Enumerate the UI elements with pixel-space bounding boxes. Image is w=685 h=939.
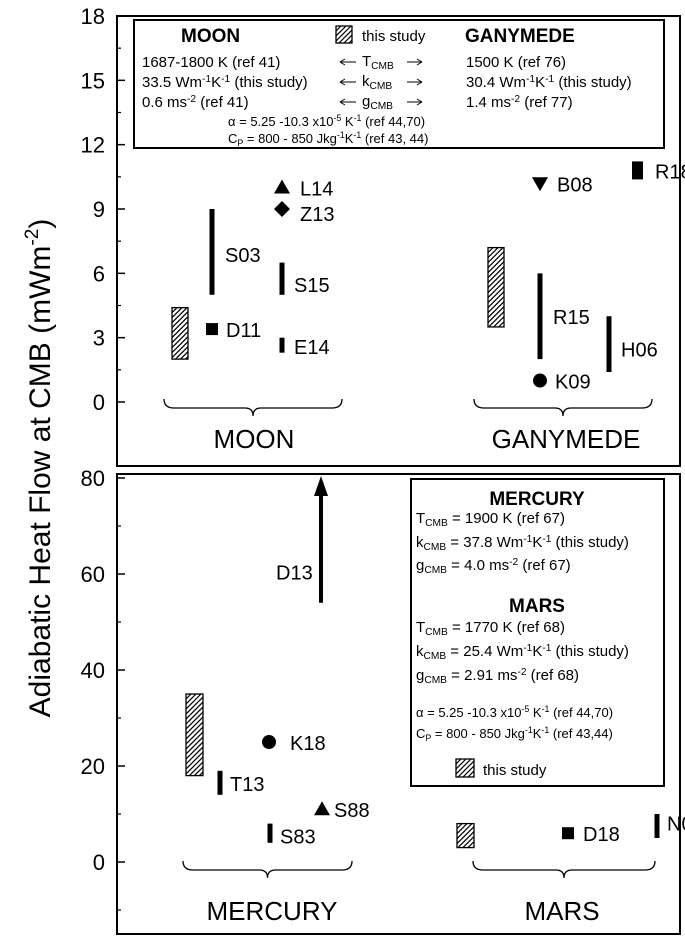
this-study-bar-moon bbox=[171, 306, 189, 360]
legend-arrow-left bbox=[339, 58, 356, 66]
point-k18 bbox=[262, 735, 276, 749]
legend-arrow-left bbox=[339, 78, 356, 86]
legend-cp-line: CP = 800 - 850 Jkg-1K-1 (ref 43, 44) bbox=[228, 130, 428, 148]
point-label-d18: D18 bbox=[583, 824, 620, 846]
legend-ganymede-row: 1500 K (ref 76) bbox=[466, 54, 566, 71]
range-label-e14: E14 bbox=[294, 337, 330, 359]
point-b08 bbox=[532, 177, 548, 192]
range-label-t13: T13 bbox=[230, 774, 264, 796]
legend-arrow-right bbox=[407, 58, 423, 66]
legend-this-study-swatch bbox=[335, 25, 353, 44]
y-tick-label: 9 bbox=[93, 197, 105, 222]
legend-mars-row: kCMB = 25.4 Wm-1K-1 (this study) bbox=[416, 643, 629, 662]
y-tick-label: 0 bbox=[93, 390, 105, 415]
range-label-s83: S83 bbox=[280, 827, 316, 849]
point-k09 bbox=[533, 373, 547, 388]
y-tick-label: 12 bbox=[81, 133, 105, 158]
y-tick-label: 18 bbox=[81, 4, 105, 29]
legend-title-mars: MARS bbox=[509, 596, 565, 617]
point-l14 bbox=[274, 179, 290, 194]
point-s88 bbox=[314, 801, 330, 816]
legend-alpha-line: α = 5.25 -10.3 x10-5 K-1 (ref 44,70) bbox=[416, 704, 613, 720]
legend-this-study-label: this study bbox=[362, 28, 426, 45]
moon-brace bbox=[163, 398, 343, 417]
legend-moon-row: 1687-1800 K (ref 41) bbox=[142, 54, 280, 71]
legend-title-mercury: MERCURY bbox=[489, 489, 585, 510]
legend-param: TCMB bbox=[362, 53, 394, 72]
y-tick-label: 6 bbox=[93, 261, 105, 286]
legend-param: kCMB bbox=[362, 73, 392, 92]
top-legend-box: MOON GANYMEDE this study 1687-1800 K (ref 4… bbox=[133, 19, 665, 149]
y-tick-label: 40 bbox=[81, 658, 105, 683]
legend-title-ganymede: GANYMEDE bbox=[465, 26, 575, 47]
legend-mercury-row: gCMB = 4.0 ms-2 (ref 67) bbox=[416, 557, 571, 576]
legend-this-study-swatch bbox=[455, 758, 475, 778]
point-label-z13: Z13 bbox=[300, 204, 334, 226]
this-study-bar-mercury bbox=[185, 693, 204, 777]
legend-alpha-line: α = 5.25 -10.3 x10-5 K-1 (ref 44,70) bbox=[228, 113, 425, 129]
legend-title-moon: MOON bbox=[181, 26, 240, 47]
group-label-moon: MOON bbox=[214, 424, 295, 454]
group-label-ganymede: GANYMEDE bbox=[492, 424, 641, 454]
legend-ganymede-row: 30.4 Wm-1K-1 (this study) bbox=[466, 74, 632, 91]
point-label-r18: R18 bbox=[655, 161, 685, 183]
y-tick-label: 20 bbox=[81, 754, 105, 779]
arrow-head-d13 bbox=[314, 476, 328, 496]
legend-arrow-right bbox=[407, 78, 423, 86]
y-tick-label: 15 bbox=[81, 68, 105, 93]
range-label-r15: R15 bbox=[553, 307, 590, 329]
this-study-bar-ganymede bbox=[487, 246, 505, 328]
point-label-k18: K18 bbox=[290, 733, 326, 755]
point-d18 bbox=[562, 827, 574, 840]
this-study-bar-mars bbox=[456, 822, 475, 849]
y-tick-label: 3 bbox=[93, 326, 105, 351]
range-label-h06: H06 bbox=[621, 339, 658, 361]
y-tick-label: 60 bbox=[81, 562, 105, 587]
legend-cp-line: CP = 800 - 850 Jkg-1K-1 (ref 43,44) bbox=[416, 725, 613, 743]
arrow-label-d13: D13 bbox=[276, 563, 313, 585]
legend-mars-row: gCMB = 2.91 ms-2 (ref 68) bbox=[416, 667, 579, 686]
point-label-d11: D11 bbox=[226, 320, 261, 342]
point-label-k09: K09 bbox=[555, 372, 591, 394]
y-axis-label: Adiabatic Heat Flow at CMB (mWm-2) bbox=[22, 219, 57, 718]
group-label-mars: MARS bbox=[524, 896, 599, 926]
point-z13 bbox=[274, 201, 290, 217]
moon-ganymede-panel: 0 3 6 9 12 15 18 S03 S15 E14 R15 H06 L14 Z13 D11 B08 R18… bbox=[81, 4, 685, 467]
legend-ganymede-row: 1.4 ms-2 (ref 77) bbox=[466, 94, 573, 111]
ganymede-brace bbox=[473, 398, 653, 417]
legend-mercury-row: kCMB = 37.8 Wm-1K-1 (this study) bbox=[416, 534, 629, 553]
range-label-s15: S15 bbox=[294, 275, 330, 297]
legend-mercury-row: TCMB = 1900 K (ref 67) bbox=[416, 510, 565, 529]
top-legend-frame bbox=[133, 19, 665, 149]
range-label-s03: S03 bbox=[225, 245, 261, 267]
mars-brace bbox=[472, 860, 656, 879]
point-label-b08: B08 bbox=[557, 174, 593, 196]
point-label-l14: L14 bbox=[300, 179, 333, 201]
mercury-mars-panel: 0 20 40 60 80 T13 S83 N00 D13 K18 S88 D18 MERCURY MAR… bbox=[81, 466, 685, 935]
point-label-s88: S88 bbox=[334, 800, 370, 822]
group-label-mercury: MERCURY bbox=[207, 896, 338, 926]
range-label-n00: N00 bbox=[667, 814, 685, 836]
mercury-brace bbox=[182, 860, 353, 879]
legend-arrow-right bbox=[407, 98, 423, 106]
legend-this-study-label: this study bbox=[483, 762, 547, 779]
legend-mars-row: TCMB = 1770 K (ref 68) bbox=[416, 619, 565, 638]
legend-param: gCMB bbox=[362, 93, 393, 112]
bottom-plot-frame bbox=[116, 473, 681, 935]
point-r18 bbox=[632, 161, 643, 180]
legend-arrow-left bbox=[339, 98, 356, 106]
point-d11 bbox=[206, 323, 218, 336]
y-tick-label: 80 bbox=[81, 466, 105, 491]
bottom-legend-frame bbox=[410, 478, 665, 787]
y-tick-label: 0 bbox=[93, 850, 105, 875]
legend-moon-row: 33.5 Wm-1K-1 (this study) bbox=[142, 74, 308, 91]
legend-moon-row: 0.6 ms-2 (ref 41) bbox=[142, 94, 249, 111]
